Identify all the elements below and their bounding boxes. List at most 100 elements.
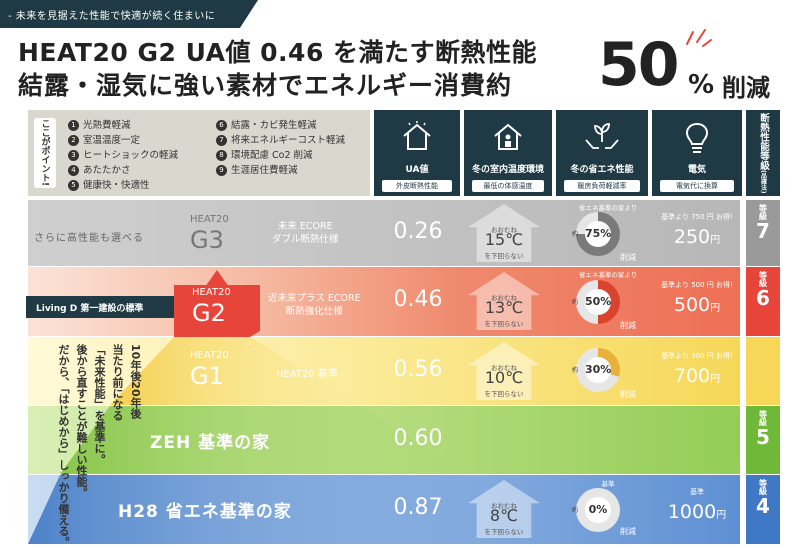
vertical-message-5: だから、「はじめから」しっかり備える。 bbox=[57, 344, 70, 548]
standard-arrow-label: Living D 第一建設の標準 bbox=[26, 296, 198, 318]
number-badge: 4 bbox=[68, 165, 79, 176]
top-ribbon: - 未来を見据えた性能で快適が続く住まいに bbox=[0, 0, 258, 28]
headline-line-2: 結露・湿気に強い素材でエネルギー消費約 bbox=[18, 71, 513, 100]
donut-value: 30% bbox=[585, 357, 611, 383]
temp-value: 10℃ bbox=[484, 368, 524, 387]
grade-cell-blank bbox=[746, 337, 780, 405]
points-panel: ここがポイント! 1 光熱費軽減 2 室温温度一定 3 ヒートショックの軽減 4 あたた… bbox=[28, 110, 370, 196]
donut-h28: 約 0% bbox=[572, 488, 620, 532]
donut-value: 50% bbox=[585, 289, 611, 315]
temp-house-h28: おおむね 8℃ を下回らない bbox=[468, 480, 540, 538]
points-list-1: 1 光熱費軽減 2 室温温度一定 3 ヒートショックの軽減 4 あたたかさ 5 健康快・快… bbox=[68, 118, 178, 193]
column-header-temperature: 冬の室内温度環境 最低の体感温度 bbox=[464, 110, 552, 196]
column-title: 電気 bbox=[687, 165, 706, 175]
donut-caption-g3: 省エネ基準の家より bbox=[578, 204, 638, 212]
number-badge: 3 bbox=[68, 150, 79, 161]
donut-reduction-g2: 削減 bbox=[620, 321, 636, 330]
grade-cell-6: 等級 6 bbox=[746, 267, 780, 336]
number-badge: 2 bbox=[68, 135, 79, 146]
donut-caption-h28: 基準 bbox=[601, 480, 615, 488]
ribbon-text: - 未来を見据えた性能で快適が続く住まいに bbox=[8, 10, 216, 22]
ua-value-g1: 0.56 bbox=[393, 357, 443, 382]
number-badge: 5 bbox=[68, 180, 79, 191]
donut-reduction-h28: 削減 bbox=[620, 527, 636, 536]
number-badge: 7 bbox=[216, 135, 227, 146]
grade-number: 6 bbox=[756, 286, 770, 310]
grade-number: 5 bbox=[756, 425, 770, 449]
elec-savings-g1: 基準より 300 円 お得! bbox=[661, 352, 733, 360]
list-item: 8 環境配慮 Co2 削減 bbox=[216, 148, 345, 163]
grade-number: 7 bbox=[756, 219, 770, 243]
donut-value: 0% bbox=[585, 497, 611, 523]
sprout-hands-icon bbox=[585, 123, 619, 149]
grade-head-note: (品確法) bbox=[759, 169, 767, 194]
column-title: 冬の省エネ性能 bbox=[570, 165, 634, 175]
column-subtitle: 最低の体感温度 bbox=[472, 180, 544, 192]
list-item: 9 生涯居住費軽減 bbox=[216, 163, 345, 178]
column-title: 冬の室内温度環境 bbox=[471, 165, 544, 175]
donut-caption-g2: 省エネ基準の家より bbox=[578, 271, 638, 279]
g1-description: HEAT20 基準 bbox=[276, 369, 338, 380]
lightbulb-icon bbox=[685, 122, 709, 153]
ua-value-g3: 0.26 bbox=[393, 219, 443, 244]
house-icon bbox=[403, 121, 431, 150]
zeh-label: ZEH 基準の家 bbox=[150, 433, 271, 453]
column-subtitle: 暖房負荷軽減率 bbox=[564, 180, 640, 192]
donut-reduction-g3: 削減 bbox=[620, 253, 636, 262]
elec-savings-g2: 基準より 500 円 お得! bbox=[661, 281, 733, 289]
g1-heat20-label: HEAT20 bbox=[190, 350, 229, 361]
ua-value-g2: 0.46 bbox=[393, 287, 443, 312]
g2-highlight-box bbox=[174, 285, 260, 331]
g3-heat20-label: HEAT20 bbox=[190, 214, 229, 225]
g2-grade-label: G2 bbox=[192, 299, 226, 327]
list-item: 3 ヒートショックの軽減 bbox=[68, 148, 178, 163]
elec-value-g1: 700円 bbox=[673, 365, 721, 387]
row-g3 bbox=[28, 200, 740, 266]
temp-value: 15℃ bbox=[484, 230, 524, 249]
grade-cell-7: 等級 7 bbox=[746, 200, 780, 266]
g1-grade-label: G1 bbox=[190, 362, 224, 390]
column-header-ua: UA値 外皮断熱性能 bbox=[374, 110, 460, 196]
number-badge: 9 bbox=[216, 165, 227, 176]
temp-value: 8℃ bbox=[489, 506, 519, 525]
number-badge: 8 bbox=[216, 150, 227, 161]
h28-label: H28 省エネ基準の家 bbox=[118, 502, 292, 522]
column-title: UA値 bbox=[405, 165, 429, 175]
ua-value-h28: 0.87 bbox=[393, 495, 443, 520]
vertical-message-1: 10年後20年後 bbox=[129, 344, 142, 419]
donut-value: 75% bbox=[585, 221, 611, 247]
donut-reduction-g1: 削減 bbox=[620, 390, 636, 399]
elec-savings-h28: 基準 bbox=[690, 488, 704, 496]
house-person-icon bbox=[494, 123, 522, 150]
temp-house-g1: おおむね 10℃ を下回らない bbox=[468, 342, 540, 400]
donut-g1: 約 30% bbox=[572, 348, 620, 392]
list-item: 6 結露・カビ発生軽減 bbox=[216, 118, 345, 133]
grade-head-title: 断熱性能等級 bbox=[758, 112, 769, 170]
donut-g2: 約 50% bbox=[572, 280, 620, 324]
list-item: 2 室温温度一定 bbox=[68, 133, 178, 148]
number-badge: 6 bbox=[216, 120, 227, 131]
headline-percent: % bbox=[688, 70, 715, 100]
vertical-message-3: 「未来性能」を基準に。 bbox=[93, 344, 106, 465]
elec-value-g3: 250円 bbox=[673, 226, 721, 248]
column-subtitle: 外皮断熱性能 bbox=[382, 180, 452, 192]
vertical-message-2: 当たり前になる bbox=[111, 344, 124, 421]
ua-value-zeh: 0.60 bbox=[393, 426, 443, 451]
number-badge: 1 bbox=[68, 120, 79, 131]
grade-cell-4: 等級 4 bbox=[746, 475, 780, 544]
temp-house-g2: おおむね 13℃ を下回らない bbox=[468, 272, 540, 330]
column-subtitle: 電気代に換算 bbox=[660, 180, 734, 192]
list-item: 1 光熱費軽減 bbox=[68, 118, 178, 133]
g3-selectable-text: さらに高性能も選べる bbox=[34, 233, 144, 244]
headline-big-number: 50 bbox=[598, 30, 679, 100]
elec-value-g2: 500円 bbox=[673, 294, 721, 316]
column-header-energy: 冬の省エネ性能 暖房負荷軽減率 bbox=[556, 110, 648, 196]
headline-suffix: 削減 bbox=[722, 74, 770, 102]
temp-value: 13℃ bbox=[484, 298, 524, 317]
g3-description: 未来 ECORE ダブル断熱仕様 bbox=[272, 221, 339, 245]
headline-line-1: HEAT20 G2 UA値 0.46 を満たす断熱性能 bbox=[18, 38, 538, 67]
grade-number: 4 bbox=[756, 494, 770, 518]
g2-heat20-label: HEAT20 bbox=[192, 287, 231, 298]
points-tag: ここがポイント! bbox=[34, 118, 56, 188]
